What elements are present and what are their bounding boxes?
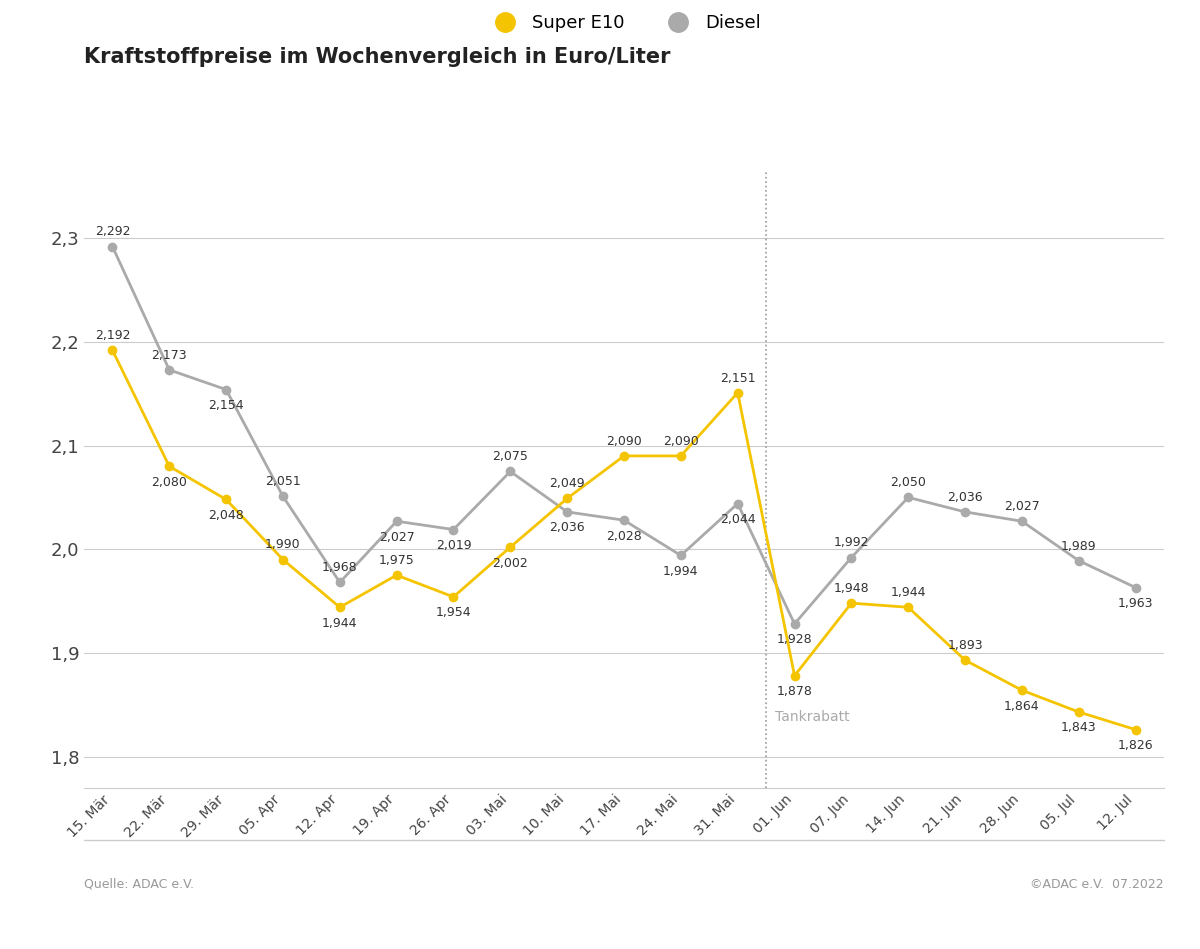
Text: 1,989: 1,989 <box>1061 540 1097 552</box>
Text: 2,151: 2,151 <box>720 372 756 384</box>
Text: 2,048: 2,048 <box>209 509 244 522</box>
Text: 2,051: 2,051 <box>265 475 301 488</box>
Text: 2,027: 2,027 <box>379 530 414 544</box>
Text: 1,963: 1,963 <box>1118 597 1153 610</box>
Text: 2,049: 2,049 <box>550 477 584 491</box>
Text: 1,994: 1,994 <box>664 565 698 578</box>
Text: 1,928: 1,928 <box>776 633 812 646</box>
Text: 2,036: 2,036 <box>947 491 983 504</box>
Text: Kraftstoffpreise im Wochenvergleich in Euro/Liter: Kraftstoffpreise im Wochenvergleich in E… <box>84 47 671 67</box>
Text: 1,944: 1,944 <box>322 617 358 630</box>
Text: 1,992: 1,992 <box>834 536 869 549</box>
Text: 1,954: 1,954 <box>436 606 472 620</box>
Text: 1,975: 1,975 <box>379 554 414 568</box>
Text: 2,036: 2,036 <box>550 521 584 534</box>
Text: Quelle: ADAC e.V.: Quelle: ADAC e.V. <box>84 878 194 891</box>
Text: 1,990: 1,990 <box>265 538 301 551</box>
Text: 2,090: 2,090 <box>662 435 698 448</box>
Text: 2,075: 2,075 <box>492 451 528 463</box>
Text: 2,080: 2,080 <box>151 475 187 489</box>
Text: 1,944: 1,944 <box>890 586 926 599</box>
Text: 2,292: 2,292 <box>95 226 130 238</box>
Text: 1,843: 1,843 <box>1061 721 1097 735</box>
Text: 1,826: 1,826 <box>1117 739 1153 752</box>
Text: ©ADAC e.V.  07.2022: ©ADAC e.V. 07.2022 <box>1031 878 1164 891</box>
Text: 1,878: 1,878 <box>776 685 812 698</box>
Text: 2,154: 2,154 <box>209 399 244 412</box>
Text: 2,090: 2,090 <box>606 435 642 448</box>
Text: 2,050: 2,050 <box>890 476 926 490</box>
Text: 2,027: 2,027 <box>1004 500 1039 513</box>
Legend: Super E10, Diesel: Super E10, Diesel <box>480 8 768 40</box>
Text: 1,893: 1,893 <box>947 639 983 652</box>
Text: 2,173: 2,173 <box>151 349 187 362</box>
Text: 1,968: 1,968 <box>322 561 358 574</box>
Text: 1,864: 1,864 <box>1004 699 1039 713</box>
Text: 1,948: 1,948 <box>834 582 869 595</box>
Text: Tankrabatt: Tankrabatt <box>775 710 850 724</box>
Text: 2,044: 2,044 <box>720 513 756 526</box>
Text: 2,028: 2,028 <box>606 530 642 543</box>
Text: 2,192: 2,192 <box>95 329 130 342</box>
Text: 2,002: 2,002 <box>492 557 528 569</box>
Text: 2,019: 2,019 <box>436 539 472 552</box>
